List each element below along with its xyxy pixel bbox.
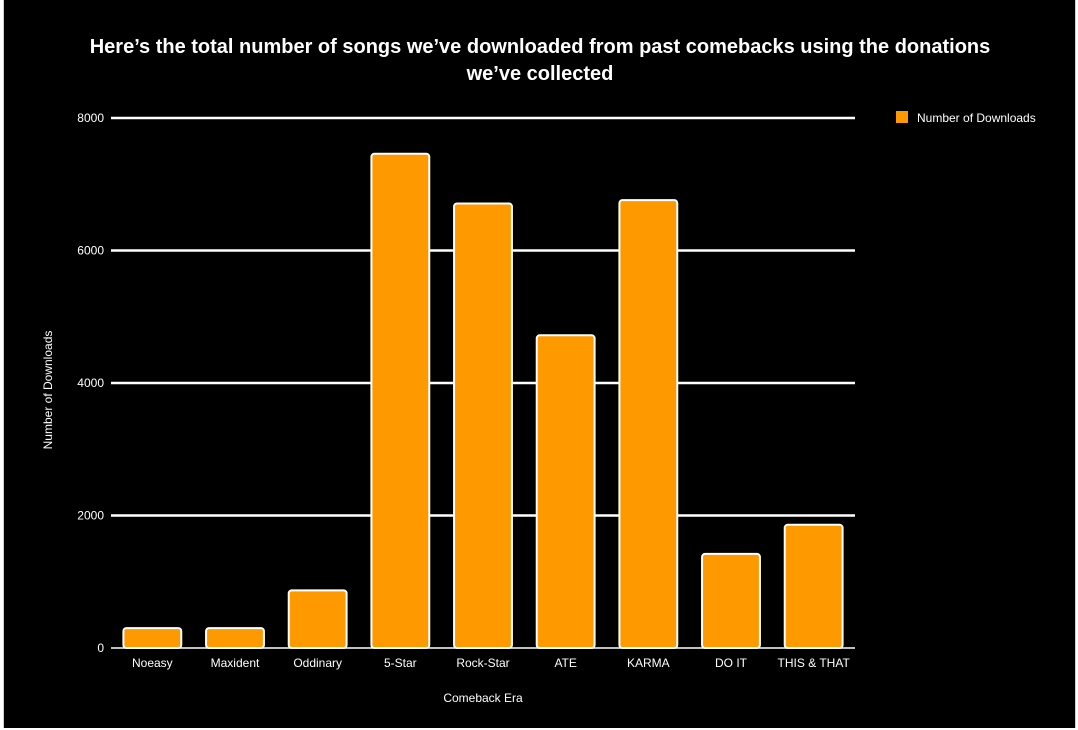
y-tick-label: 8000 (77, 111, 104, 125)
bar (205, 627, 265, 649)
x-axis-title: Comeback Era (443, 691, 523, 705)
y-tick-label: 6000 (77, 244, 104, 258)
bar (370, 152, 431, 649)
x-tick-label: THIS & THAT (778, 656, 851, 670)
legend-swatch (896, 111, 908, 123)
x-axis-ticks: Noeasy Maxident Oddinary 5-Star Rock-Star ATE… (132, 656, 850, 670)
x-tick-label: Rock-Star (456, 656, 509, 670)
chart-title: Here’s the total number of songs we’ve d… (90, 36, 991, 85)
x-tick-label: ATE (554, 656, 576, 670)
chart-title-line-2: we’ve collected (466, 63, 614, 85)
bar (287, 589, 348, 649)
y-axis-ticks: 0 2000 4000 6000 8000 (77, 111, 104, 655)
chart-title-line-1: Here’s the total number of songs we’ve d… (90, 36, 991, 58)
bar-chart: Here’s the total number of songs we’ve d… (41, 36, 1036, 705)
bar (783, 523, 844, 650)
x-tick-label: KARMA (627, 656, 670, 670)
bar (122, 627, 183, 649)
legend: Number of Downloads (896, 111, 1036, 125)
x-tick-label: 5-Star (384, 656, 417, 670)
bar (453, 202, 513, 649)
x-tick-label: Noeasy (132, 656, 173, 670)
y-axis-title: Number of Downloads (41, 331, 55, 450)
y-tick-label: 2000 (77, 509, 104, 523)
x-tick-label: DO IT (715, 656, 748, 670)
legend-label: Number of Downloads (917, 111, 1036, 125)
y-tick-label: 0 (97, 641, 104, 655)
bar (701, 552, 761, 649)
bar (535, 334, 596, 649)
bar (618, 199, 679, 649)
bars (122, 152, 844, 650)
x-tick-label: Maxident (211, 656, 260, 670)
x-tick-label: Oddinary (293, 656, 342, 670)
y-tick-label: 4000 (77, 376, 104, 390)
chart-frame: Here’s the total number of songs we’ve d… (3, 0, 1076, 728)
